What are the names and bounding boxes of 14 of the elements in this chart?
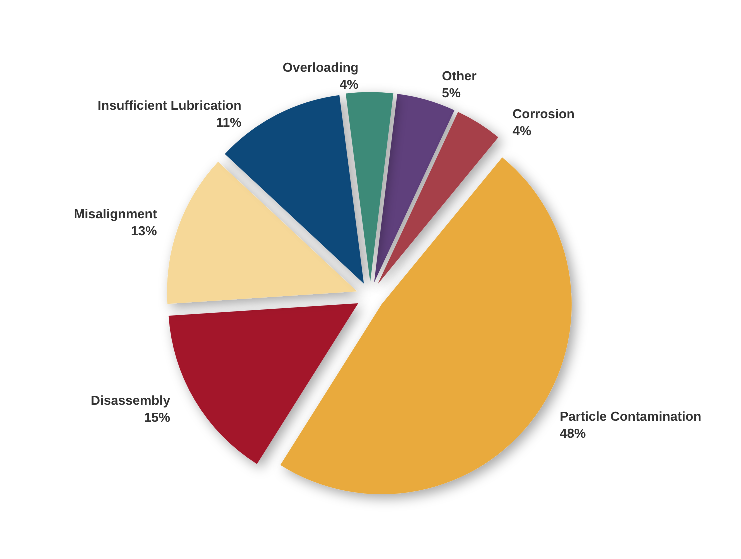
data-label: 48% — [560, 426, 586, 441]
data-label: 4% — [340, 77, 360, 92]
data-label: 11% — [216, 114, 242, 130]
data-label: 13% — [131, 223, 158, 238]
slice-label: Particle Contamination — [560, 408, 702, 424]
slice-label: Misalignment — [74, 206, 158, 222]
slice-label: Insufficient Lubrication — [98, 98, 242, 113]
slice-label: Disassembly — [90, 392, 172, 408]
slice-label: Overloading — [282, 60, 359, 76]
slice-label: Other — [442, 68, 477, 84]
slice-label: Corrosion — [512, 106, 575, 122]
data-label: 15% — [144, 410, 171, 425]
data-label: 4% — [512, 123, 532, 138]
data-label: 5% — [442, 86, 462, 101]
